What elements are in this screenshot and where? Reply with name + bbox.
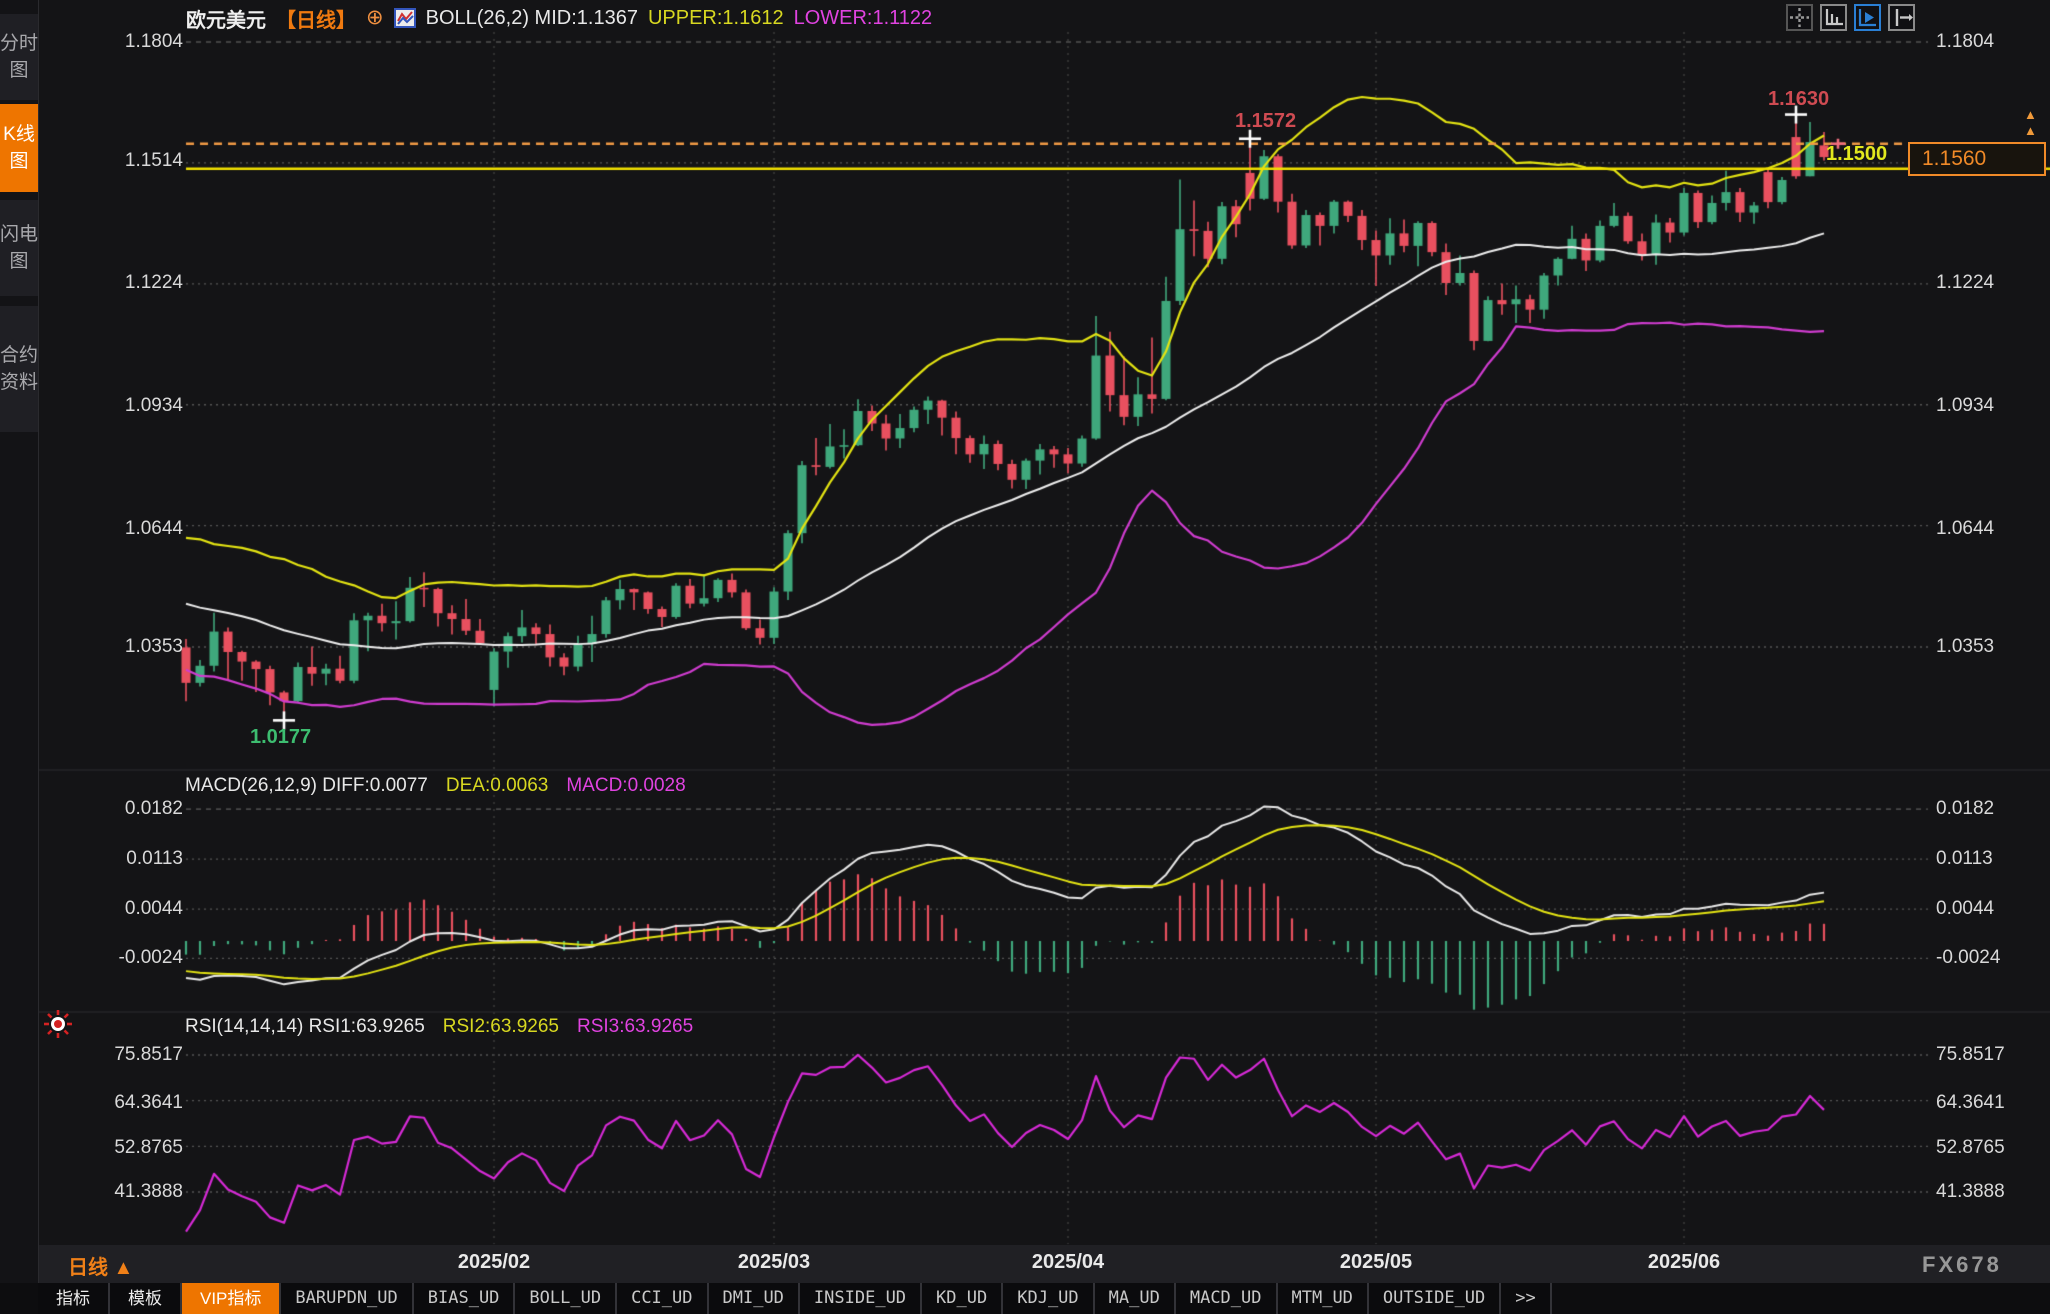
month-tick: 2025/04 xyxy=(1031,1251,1105,1273)
tab-kdj-ud[interactable]: KDJ_UD xyxy=(1003,1283,1095,1314)
left-sidebar: 分时图 K线图 闪电图 合约资料 xyxy=(0,0,39,1314)
price-axis-label: 1.0353 xyxy=(1936,636,1995,657)
macd-axis-label: 0.0044 xyxy=(124,898,183,919)
tab-indicators[interactable]: 指标 xyxy=(38,1283,110,1314)
period-tag[interactable]: 【日线】 xyxy=(276,9,356,32)
macd-diff-readout: MACD(26,12,9) DIFF:0.0077 xyxy=(185,775,428,796)
price-up-arrow-icon: ▲ xyxy=(2024,107,2037,122)
swing-low-label: 1.0177 xyxy=(250,726,312,748)
tab-cci-ud[interactable]: CCI_UD xyxy=(617,1283,709,1314)
macd-axis-label: 0.0113 xyxy=(126,848,183,869)
tab-ma-ud[interactable]: MA_UD xyxy=(1094,1283,1176,1314)
tab-more[interactable]: >> xyxy=(1501,1283,1552,1314)
tab-mtm-ud[interactable]: MTM_UD xyxy=(1277,1283,1369,1314)
price-axis-label: 1.0644 xyxy=(1936,518,1995,539)
rsi-axis-label: 41.3888 xyxy=(1936,1181,2005,1202)
auto-follow-icon[interactable] xyxy=(1854,4,1881,31)
tab-bias-ud[interactable]: BIAS_UD xyxy=(413,1283,516,1314)
sidebar-item-contract-info[interactable]: 合约资料 xyxy=(0,306,38,432)
tab-inside-ud[interactable]: INSIDE_UD xyxy=(799,1283,923,1314)
month-tick: 2025/05 xyxy=(1339,1251,1413,1273)
level-line-label: 1.1500 xyxy=(1826,143,1888,165)
rsi-axis-label: 75.8517 xyxy=(114,1044,183,1065)
macd-axis-label: -0.0024 xyxy=(118,947,183,968)
brand-watermark: FX678 xyxy=(1922,1252,2002,1277)
candlestick-chart-icon[interactable] xyxy=(393,8,416,28)
sidebar-item-label: 闪电图 xyxy=(0,224,39,272)
tab-macd-ud[interactable]: MACD_UD xyxy=(1175,1283,1278,1314)
price-axis-label: 1.0934 xyxy=(1936,395,1995,416)
macd-axis-label: 0.0182 xyxy=(1936,798,1995,819)
indicator-settings-icon[interactable] xyxy=(42,1008,74,1045)
rsi-axis-label: 64.3641 xyxy=(114,1092,183,1113)
month-tick: 2025/06 xyxy=(1647,1251,1721,1273)
rsi-header: RSI(14,14,14) RSI1:63.9265 RSI2:63.9265 … xyxy=(185,1016,693,1038)
indicator-tabbar: 指标 模板 VIP指标 BARUPDN_UD BIAS_UD BOLL_UD C… xyxy=(0,1283,2050,1314)
add-indicator-icon[interactable]: ⊕ xyxy=(366,6,384,29)
tab-templates[interactable]: 模板 xyxy=(110,1283,182,1314)
price-up-arrow-icon: ▲ xyxy=(2024,123,2037,138)
tab-kd-ud[interactable]: KD_UD xyxy=(922,1283,1004,1314)
axis-shift-icon[interactable] xyxy=(1888,4,1915,31)
sidebar-item-label: 分时图 xyxy=(0,33,39,81)
tab-outside-ud[interactable]: OUTSIDE_UD xyxy=(1368,1283,1502,1314)
month-tick: 2025/03 xyxy=(737,1251,811,1273)
sidebar-item-flash-chart[interactable]: 闪电图 xyxy=(0,200,38,296)
current-price-tag: 1.1560 xyxy=(1908,142,2046,176)
price-axis-label: 1.0934 xyxy=(124,395,183,416)
rsi2-readout: RSI2:63.9265 xyxy=(442,1016,559,1037)
macd-axis-label: 0.0044 xyxy=(1936,898,1995,919)
tab-boll-ud[interactable]: BOLL_UD xyxy=(515,1283,618,1314)
period-selector[interactable]: 日线 ▲ xyxy=(68,1257,134,1279)
macd-axis-label: -0.0024 xyxy=(1936,947,2001,968)
month-tick: 2025/02 xyxy=(457,1251,531,1273)
price-axis-label: 1.0353 xyxy=(124,636,183,657)
macd-axis-label: 0.0182 xyxy=(124,798,183,819)
pan-crosshair-icon[interactable] xyxy=(1786,4,1813,31)
boll-upper-readout: UPPER:1.1612 xyxy=(647,6,784,29)
chart-toolbar xyxy=(1786,4,1915,31)
sidebar-item-label: K线图 xyxy=(3,124,35,172)
time-axis-row xyxy=(38,1245,2050,1283)
rsi-axis-label: 52.8765 xyxy=(1936,1137,2005,1158)
macd-dea-readout: DEA:0.0063 xyxy=(445,775,549,796)
swing-high-label: 1.1572 xyxy=(1235,110,1297,132)
chart-title-row: 欧元美元 【日线】 ⊕ BOLL(26,2) MID:1.1367 UPPER:… xyxy=(186,5,933,32)
price-axis-label: 1.0644 xyxy=(124,518,183,539)
sidebar-item-kline-chart[interactable]: K线图 xyxy=(0,104,38,192)
axis-scale-icon[interactable] xyxy=(1820,4,1847,31)
rsi-axis-label: 52.8765 xyxy=(114,1137,183,1158)
rsi-axis-label: 64.3641 xyxy=(1936,1092,2005,1113)
price-axis-label: 1.1514 xyxy=(124,150,183,171)
macd-header: MACD(26,12,9) DIFF:0.0077 DEA:0.0063 MAC… xyxy=(185,775,686,797)
tab-barupdn-ud[interactable]: BARUPDN_UD xyxy=(281,1283,414,1314)
price-axis-label: 1.1804 xyxy=(124,31,183,52)
rsi-axis-label: 41.3888 xyxy=(114,1181,183,1202)
price-axis-label: 1.1804 xyxy=(1936,31,1995,52)
macd-bar-readout: MACD:0.0028 xyxy=(566,775,686,796)
price-axis-label: 1.1224 xyxy=(124,272,183,293)
rsi3-readout: RSI3:63.9265 xyxy=(576,1016,694,1037)
macd-axis-label: 0.0113 xyxy=(1936,848,1993,869)
price-axis-label: 1.1224 xyxy=(1936,272,1995,293)
rsi-axis-label: 75.8517 xyxy=(1936,1044,2005,1065)
recent-high-label: 1.1630 xyxy=(1768,88,1830,110)
tab-dmi-ud[interactable]: DMI_UD xyxy=(708,1283,800,1314)
rsi1-readout: RSI(14,14,14) RSI1:63.9265 xyxy=(185,1016,425,1037)
tab-vip-indicators[interactable]: VIP指标 xyxy=(182,1283,282,1314)
boll-mid-readout: BOLL(26,2) MID:1.1367 xyxy=(425,6,638,29)
sidebar-item-label: 合约资料 xyxy=(0,345,39,393)
sidebar-item-time-chart[interactable]: 分时图 xyxy=(0,14,38,100)
instrument-name: 欧元美元 xyxy=(186,9,266,32)
boll-lower-readout: LOWER:1.1122 xyxy=(793,6,933,29)
